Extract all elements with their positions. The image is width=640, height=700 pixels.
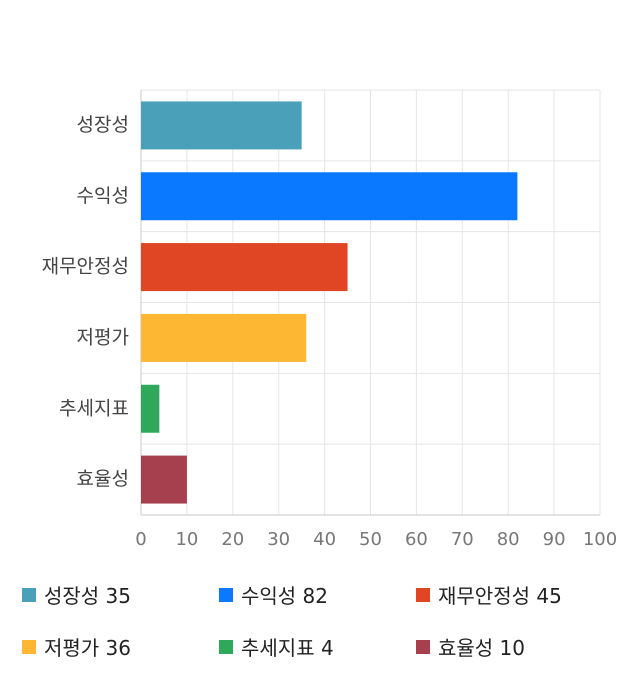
legend-label: 저평가 36 xyxy=(44,636,132,660)
category-label: 효율성 xyxy=(77,468,129,490)
legend-label: 재무안정성 45 xyxy=(438,584,562,608)
x-tick-label: 60 xyxy=(405,529,428,550)
legend-item: 저평가 36 xyxy=(22,632,131,661)
legend-label: 추세지표 4 xyxy=(241,636,334,660)
x-tick-label: 0 xyxy=(135,529,146,550)
category-label: 수익성 xyxy=(77,185,129,207)
x-tick-label: 100 xyxy=(583,529,617,550)
bar-1 xyxy=(141,101,302,150)
legend-item: 추세지표 4 xyxy=(219,632,334,661)
legend-swatch xyxy=(219,639,233,654)
bar-5 xyxy=(141,384,160,433)
legend-item: 재무안정성 45 xyxy=(416,580,562,609)
legend-swatch xyxy=(22,587,36,602)
bar-3 xyxy=(141,243,348,292)
bar-4 xyxy=(141,313,307,362)
category-label: 성장성 xyxy=(77,114,129,136)
category-label: 추세지표 xyxy=(59,397,129,419)
legend-item: 효율성 10 xyxy=(416,632,525,661)
category-label: 재무안정성 xyxy=(42,256,129,278)
bars xyxy=(141,101,518,504)
category-label: 저평가 xyxy=(77,326,129,348)
x-tick-label: 50 xyxy=(359,529,382,550)
x-tick-label: 20 xyxy=(221,529,244,550)
legend-swatch xyxy=(416,639,430,654)
legend-label: 수익성 82 xyxy=(241,584,329,608)
x-tick-label: 90 xyxy=(543,529,566,550)
legend-label: 성장성 35 xyxy=(44,584,132,608)
bar-2 xyxy=(141,172,518,221)
x-tick-label: 30 xyxy=(267,529,290,550)
legend-item: 수익성 82 xyxy=(219,580,328,609)
x-tick-label: 10 xyxy=(175,529,198,550)
x-tick-label: 70 xyxy=(451,529,474,550)
legend-swatch xyxy=(22,639,36,654)
x-axis-ticks: 0 10 20 30 40 50 60 70 80 90 100 xyxy=(135,529,617,550)
legend-swatch xyxy=(219,587,233,602)
legend-swatch xyxy=(416,587,430,602)
grid xyxy=(140,89,601,516)
x-tick-label: 40 xyxy=(313,529,336,550)
legend-label: 효율성 10 xyxy=(438,636,526,660)
x-tick-label: 80 xyxy=(497,529,520,550)
bar-6 xyxy=(141,455,187,504)
legend-item: 성장성 35 xyxy=(22,580,131,609)
